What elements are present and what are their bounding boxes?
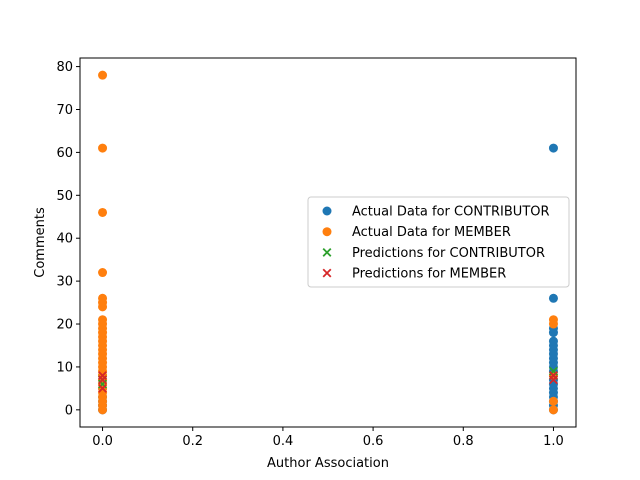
data-point (548, 315, 558, 325)
x-tick-label: 0.6 (363, 434, 384, 449)
legend: Actual Data for CONTRIBUTOR Actual Data f… (307, 196, 570, 288)
y-tick-label: 80 (56, 60, 73, 75)
data-point (548, 143, 558, 153)
data-point (98, 371, 107, 380)
data-point (98, 293, 108, 303)
data-point (98, 207, 108, 217)
data-point (98, 315, 108, 325)
x-axis-label: Author Association (267, 456, 389, 471)
data-point (548, 336, 558, 346)
data-point (549, 371, 558, 380)
legend-marker (322, 268, 332, 278)
legend-marker (322, 247, 332, 257)
x-tick-label: 0.2 (182, 434, 203, 449)
x-tick-label: 0.8 (453, 434, 474, 449)
points-layer (98, 70, 558, 415)
legend-marker (322, 206, 332, 216)
y-tick-label: 40 (56, 232, 73, 247)
series-4 (98, 371, 558, 393)
legend-label: Predictions for MEMBER (352, 267, 506, 282)
data-point (548, 293, 558, 303)
y-axis-label: Comments (33, 207, 48, 278)
data-point (548, 405, 558, 415)
x-tick-label: 0.4 (273, 434, 294, 449)
data-point (98, 268, 108, 278)
legend-label: Actual Data for MEMBER (352, 225, 511, 240)
data-point (98, 70, 108, 80)
data-point (98, 383, 107, 393)
y-tick-label: 70 (56, 103, 73, 118)
data-point (98, 143, 108, 153)
legend-label: Actual Data for CONTRIBUTOR (352, 205, 550, 220)
y-tick-label: 60 (56, 146, 73, 161)
x-axis: 0.0 0.2 0.4 0.6 0.8 1.0 (92, 427, 564, 449)
legend-label: Predictions for CONTRIBUTOR (352, 246, 545, 261)
legend-box (307, 196, 570, 288)
x-tick-label: 1.0 (543, 434, 564, 449)
legend-marker (322, 227, 332, 237)
series-3 (98, 366, 558, 389)
y-tick-label: 10 (56, 360, 73, 375)
y-tick-label: 50 (56, 189, 73, 204)
plot-frame (79, 57, 577, 428)
y-tick-label: 30 (56, 275, 73, 290)
data-point (548, 396, 558, 406)
y-tick-label: 0 (65, 403, 73, 418)
y-axis: 0 10 20 30 40 50 60 70 80 (56, 60, 80, 418)
y-tick-label: 20 (56, 318, 73, 333)
x-tick-label: 0.0 (92, 434, 113, 449)
